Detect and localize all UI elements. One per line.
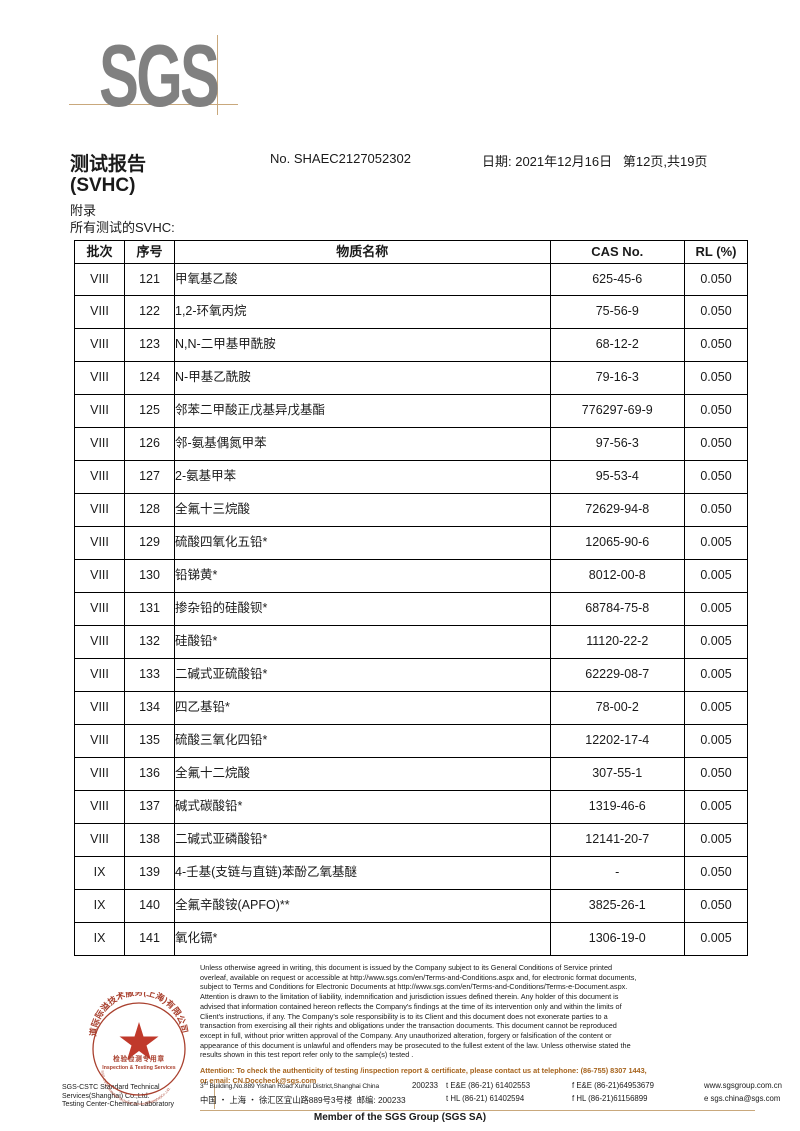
svg-text:SGS-CSTC Standard Technical Se: SGS-CSTC Standard Technical Services(Sha…: [100, 1070, 171, 1106]
svg-text:Inspection & Testing Services: Inspection & Testing Services: [102, 1065, 176, 1071]
svg-text:检验检测专用章: 检验检测专用章: [113, 1054, 165, 1063]
